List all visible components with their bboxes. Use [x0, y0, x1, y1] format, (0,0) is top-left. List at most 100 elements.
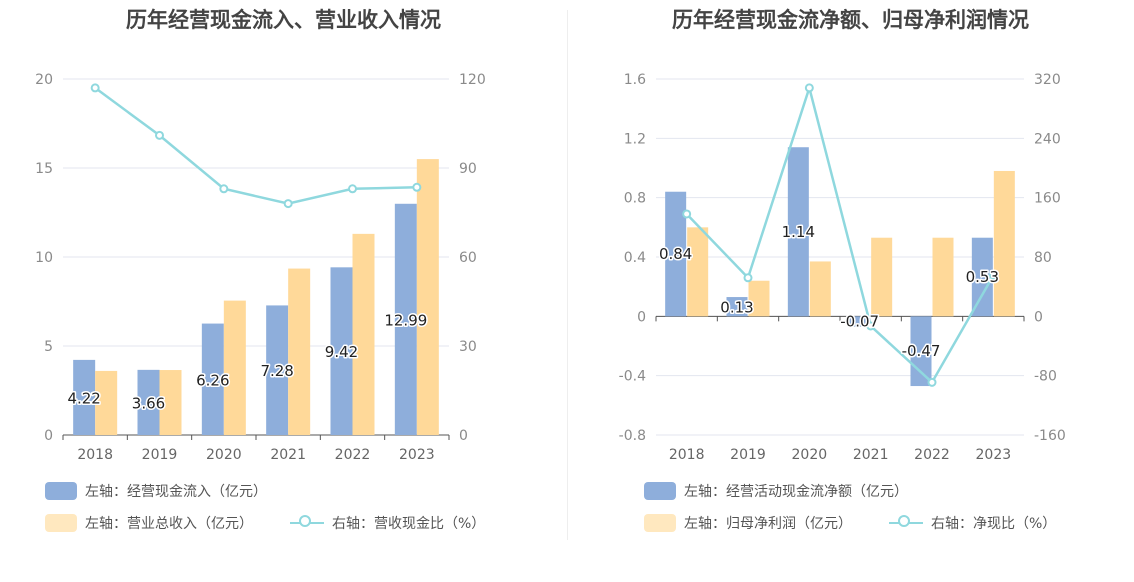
- ratio-point: [155, 130, 164, 140]
- y-tick-right: 240: [1034, 131, 1061, 147]
- bar-primary: [330, 267, 353, 435]
- chart-right-svg: -0.8 -160 -0.4 -80 0 0 0.4 80 0.8 160 1.2 240 1.6 320…: [619, 72, 1066, 463]
- y-tick-right: 0: [459, 428, 468, 444]
- legend-item-revenue[interactable]: 左轴：营业总收入（亿元）: [45, 513, 253, 533]
- bar-primary: [787, 147, 809, 317]
- x-tick-label: 2023: [399, 447, 435, 463]
- legend-item-cash-inflow[interactable]: 左轴：经营现金流入（亿元）: [45, 481, 267, 501]
- legend-swatch-bar: [45, 514, 77, 532]
- legend-label: 右轴：营收现金比（%）: [332, 516, 486, 532]
- bar-secondary: [223, 300, 246, 435]
- x-tick-label: 2019: [730, 447, 766, 463]
- ratio-point: [988, 271, 998, 281]
- y-tick-right: 30: [459, 339, 477, 355]
- y-tick-right: 120: [459, 72, 486, 88]
- bar-primary: [726, 297, 748, 317]
- x-tick-label: 2023: [976, 447, 1012, 463]
- data-label: 3.66: [132, 394, 165, 412]
- y-tick-left: -0.4: [619, 369, 646, 385]
- ratio-point: [743, 273, 753, 283]
- y-tick-right: 60: [459, 250, 477, 266]
- y-tick-left: 1.2: [624, 131, 646, 147]
- ratio-point: [927, 377, 937, 387]
- y-tick-left: 0: [637, 309, 646, 325]
- bar-secondary: [993, 170, 1015, 317]
- x-tick-label: 2020: [792, 447, 828, 463]
- y-tick-left: 20: [35, 72, 53, 88]
- legend-label: 左轴：经营活动现金流净额（亿元）: [684, 484, 908, 500]
- x-tick-label: 2022: [335, 447, 371, 463]
- data-label: 7.28: [260, 362, 293, 380]
- ratio-point: [804, 83, 814, 93]
- y-tick-left: 15: [35, 161, 53, 177]
- bar-secondary: [687, 227, 709, 317]
- bar-secondary: [871, 237, 893, 317]
- ratio-line: [94, 86, 417, 205]
- data-label: 0.84: [659, 245, 692, 263]
- legend-item-cash-ratio[interactable]: 右轴：营收现金比（%）: [290, 513, 485, 533]
- legend-swatch-line: [290, 514, 324, 532]
- ratio-point: [348, 184, 357, 194]
- bar-secondary: [748, 280, 770, 317]
- bar-primary: [73, 359, 96, 435]
- data-label: 4.22: [67, 389, 100, 407]
- bar-primary: [971, 237, 993, 317]
- y-tick-right: 160: [1034, 191, 1061, 207]
- legend-label: 左轴：归母净利润（亿元）: [684, 516, 852, 532]
- data-label: 12.99: [384, 311, 427, 329]
- legend-swatch-line: [889, 514, 923, 532]
- y-tick-left: 0.4: [624, 250, 646, 266]
- y-tick-right: 0: [1034, 309, 1043, 325]
- data-label: -0.47: [902, 342, 941, 360]
- chart-panel-right: 历年经营现金流净额、归母净利润情况 -0.8 -160 -0.4 -80 0 0 0.4 80…: [567, 0, 1134, 582]
- bar-primary: [137, 369, 160, 435]
- y-tick-left: 1.6: [624, 72, 646, 88]
- chart-title: 历年经营现金流净额、归母净利润情况: [672, 8, 1029, 32]
- ratio-line: [685, 83, 995, 385]
- legend-item-net-profit[interactable]: 左轴：归母净利润（亿元）: [644, 513, 852, 533]
- x-tick-label: 2018: [77, 447, 113, 463]
- bar-primary: [201, 323, 224, 435]
- y-tick-left: -0.8: [619, 428, 646, 444]
- bar-secondary: [416, 159, 439, 435]
- bar-secondary: [809, 261, 831, 317]
- x-tick-label: 2020: [206, 447, 242, 463]
- legend-label: 左轴：经营现金流入（亿元）: [85, 484, 267, 500]
- bar-primary: [665, 191, 687, 317]
- bar-secondary: [288, 268, 311, 435]
- data-label: -0.07: [840, 312, 879, 330]
- x-tick-label: 2021: [853, 447, 889, 463]
- legend-swatch-bar: [644, 482, 676, 500]
- y-tick-right: -80: [1034, 369, 1057, 385]
- y-tick-left: 5: [44, 339, 53, 355]
- y-tick-right: 320: [1034, 72, 1061, 88]
- bar-secondary: [932, 237, 954, 317]
- bar-primary: [849, 316, 871, 327]
- y-tick-right: 90: [459, 161, 477, 177]
- x-tick-label: 2018: [669, 447, 705, 463]
- ratio-point: [682, 209, 692, 219]
- y-tick-left: 0: [44, 428, 53, 444]
- legend-item-net-cash-ratio[interactable]: 右轴：净现比（%）: [889, 513, 1056, 533]
- bar-secondary: [159, 370, 182, 435]
- bar-primary: [394, 203, 417, 435]
- data-label: 1.14: [782, 223, 815, 241]
- data-label: 0.13: [720, 298, 753, 316]
- ratio-point: [90, 83, 100, 93]
- y-tick-right: 80: [1034, 250, 1052, 266]
- data-label: 6.26: [196, 371, 229, 389]
- ratio-point: [283, 199, 293, 209]
- legend-label: 右轴：净现比（%）: [931, 516, 1057, 532]
- legend-swatch-bar: [644, 514, 676, 532]
- panel-divider: [567, 10, 568, 540]
- ratio-point: [412, 182, 422, 192]
- x-tick-label: 2021: [270, 447, 306, 463]
- bar-secondary: [95, 370, 118, 435]
- y-tick-right: -160: [1034, 428, 1066, 444]
- legend-item-net-cash-flow[interactable]: 左轴：经营活动现金流净额（亿元）: [644, 481, 908, 501]
- legend-label: 左轴：营业总收入（亿元）: [85, 516, 253, 532]
- legend-swatch-bar: [45, 482, 77, 500]
- ratio-point: [866, 321, 876, 331]
- x-tick-label: 2022: [914, 447, 950, 463]
- y-tick-left: 0.8: [624, 191, 646, 207]
